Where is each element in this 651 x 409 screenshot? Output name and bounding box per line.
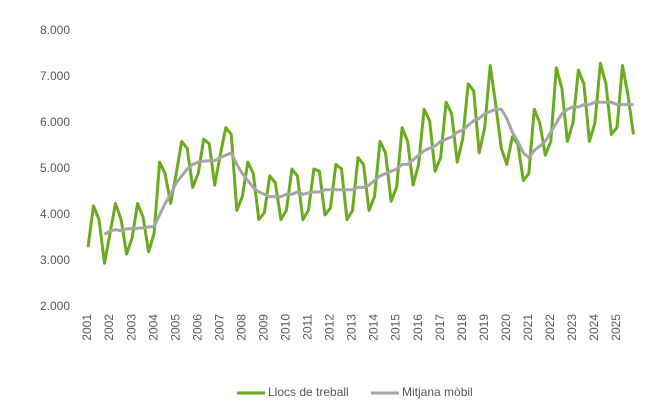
x-tick-label: 2022: [543, 314, 557, 341]
x-tick-label: 2020: [499, 314, 513, 341]
x-tick-label: 2023: [565, 314, 579, 341]
y-tick-label: 5.000: [40, 161, 70, 175]
x-tick-label: 2013: [345, 314, 359, 341]
x-tick-label: 2009: [256, 314, 270, 341]
x-tick-label: 2001: [80, 314, 94, 341]
y-tick-label: 8.000: [40, 23, 70, 37]
x-tick-label: 2006: [190, 314, 204, 341]
x-tick-label: 2015: [389, 314, 403, 341]
x-tick-label: 2012: [323, 314, 337, 341]
x-tick-label: 2010: [279, 314, 293, 341]
x-tick-label: 2002: [102, 314, 116, 341]
x-tick-label: 2025: [609, 314, 623, 341]
x-tick-label: 2014: [367, 314, 381, 341]
y-tick-label: 3.000: [40, 253, 70, 267]
y-tick-label: 4.000: [40, 207, 70, 221]
legend-label: Llocs de treball: [268, 385, 349, 399]
y-tick-label: 7.000: [40, 69, 70, 83]
x-tick-label: 2016: [411, 314, 425, 341]
x-tick-label: 2021: [521, 314, 535, 341]
y-tick-label: 6.000: [40, 115, 70, 129]
x-tick-label: 2017: [433, 314, 447, 341]
series-line: [103, 100, 634, 236]
x-tick-label: 2024: [587, 314, 601, 341]
x-tick-label: 2019: [477, 314, 491, 341]
x-tick-label: 2003: [124, 314, 138, 341]
x-tick-label: 2018: [455, 314, 469, 341]
legend-label: Mitjana mòbil: [402, 385, 473, 399]
x-tick-label: 2008: [234, 314, 248, 341]
x-tick-label: 2004: [146, 314, 160, 341]
y-tick-label: 2.000: [40, 299, 70, 313]
x-tick-label: 2011: [301, 314, 315, 340]
series-line: [86, 61, 635, 265]
x-tick-label: 2007: [212, 314, 226, 341]
x-tick-label: 2005: [168, 314, 182, 341]
